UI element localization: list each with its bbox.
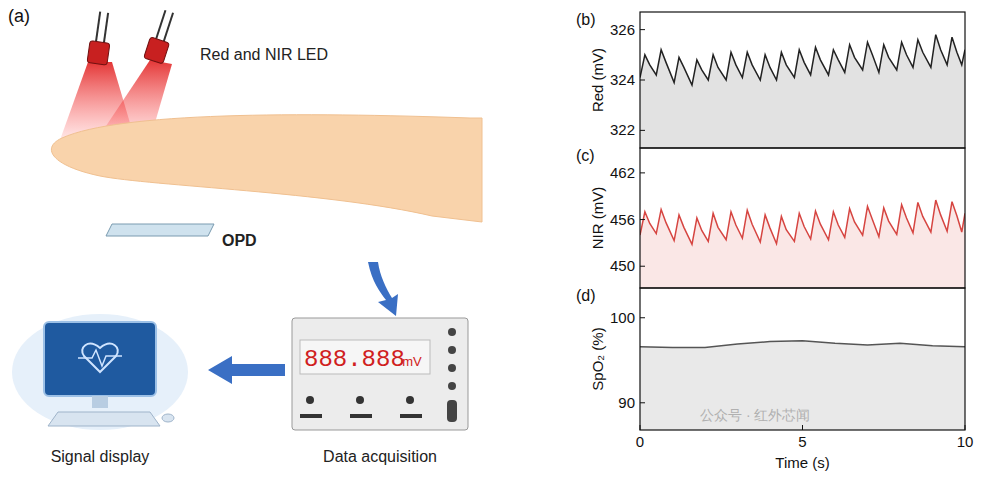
y-tick-label: 456: [610, 211, 635, 228]
signal-line: [640, 341, 965, 348]
monitor-stand: [92, 396, 108, 408]
monitor: [44, 322, 156, 396]
data-group: [640, 35, 965, 148]
plot-frame: [640, 288, 965, 430]
y-tick: [640, 317, 645, 318]
panel-label: (a): [8, 6, 30, 26]
watermark: 公众号 · 红外芯闻: [700, 407, 810, 423]
device-led: [448, 382, 456, 390]
panel-label: (c): [576, 147, 595, 164]
data-group: [640, 341, 965, 430]
led-lead: [104, 13, 108, 43]
x-axis-title: Time (s): [775, 454, 829, 471]
y-axis-title: Red (mV): [589, 48, 606, 112]
arrow: [208, 356, 285, 384]
area-fill: [640, 35, 965, 148]
mouse: [162, 414, 174, 422]
y-tick-label: 324: [610, 71, 635, 88]
y-tick: [640, 130, 645, 131]
device-knob: [356, 396, 364, 404]
y-axis-title: SpO₂ (%): [589, 327, 606, 390]
panel-label: (b): [576, 11, 596, 28]
opd-label: OPD: [222, 232, 257, 249]
x-tick-label: 5: [798, 433, 806, 450]
y-axis-title: NIR (mV): [589, 187, 606, 250]
led-lead: [164, 13, 173, 42]
led-label: Red and NIR LED: [200, 46, 328, 63]
x-tick-label: 10: [957, 433, 974, 450]
y-tick: [640, 266, 645, 267]
signal-line: [640, 200, 965, 244]
led: [144, 8, 179, 64]
device-knob: [406, 396, 414, 404]
plot-frame: [640, 148, 965, 288]
area-fill: [640, 200, 965, 288]
y-tick-label: 100: [610, 309, 635, 326]
y-tick: [640, 219, 645, 220]
figure: Red and NIR LED OPD Signal display 888.888m…: [0, 0, 983, 478]
chart-panel: 450 456 462NIR (mV) (c): [576, 147, 965, 288]
finger: [51, 115, 482, 222]
display-digits: 888.888: [304, 346, 405, 373]
display-unit: mV: [402, 354, 422, 369]
plot-frame: [640, 12, 965, 148]
y-tick-label: 322: [610, 121, 635, 138]
led-body: [144, 37, 170, 64]
y-tick-label: 90: [618, 394, 635, 411]
device-button: [300, 414, 322, 418]
device-led: [448, 364, 456, 372]
y-tick: [640, 172, 645, 173]
led-lead: [156, 10, 165, 39]
panel-label: (d): [576, 287, 596, 304]
keyboard: [48, 412, 160, 426]
y-tick: [640, 29, 645, 30]
y-tick-label: 326: [610, 21, 635, 38]
data-group: [640, 200, 965, 288]
screen-glow: [12, 314, 188, 430]
y-tick: [640, 402, 645, 403]
y-tick-label: 450: [610, 257, 635, 274]
device: [292, 318, 468, 430]
led-body: [87, 41, 110, 66]
opd: [106, 224, 214, 236]
device-button: [400, 414, 422, 418]
led: [87, 11, 114, 65]
signal-line: [640, 35, 965, 85]
device-display: [300, 340, 430, 374]
acquisition-label: Data acquisition: [323, 448, 437, 465]
arrow: [368, 262, 398, 316]
diagram: Red and NIR LED OPD Signal display 888.888m…: [8, 6, 482, 465]
y-tick-label: 462: [610, 164, 635, 181]
x-tick-label: 0: [636, 433, 644, 450]
chart-panel: 322 324 326Red (mV) (b): [576, 11, 965, 148]
device-led: [448, 328, 456, 336]
device-knob: [306, 396, 314, 404]
device-switch: [447, 400, 457, 422]
x-tick: [965, 425, 966, 430]
x-tick: [802, 425, 803, 430]
area-fill: [640, 341, 965, 430]
x-tick: [640, 425, 641, 430]
device-button: [350, 414, 372, 418]
led-lead: [96, 12, 100, 42]
chart-panel: 90 100 0 5 10 SpO₂ (%) Time (s) (d): [576, 287, 973, 471]
pulse-icon: [78, 350, 122, 366]
device-led: [448, 346, 456, 354]
y-tick: [640, 80, 645, 81]
screen-label: Signal display: [51, 448, 150, 465]
